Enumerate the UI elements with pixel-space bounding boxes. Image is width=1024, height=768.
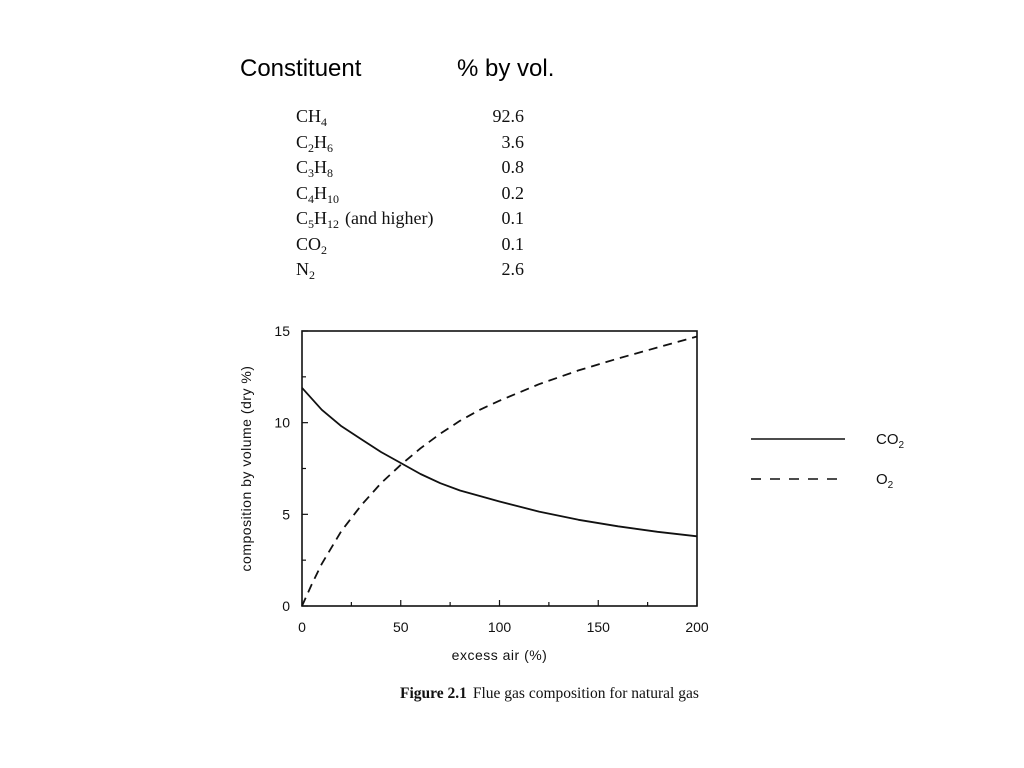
y-tick-label: 10 [274,415,290,431]
formula-element: C [296,157,309,177]
legend-label-text: O [876,471,888,488]
formula-subscript: 2 [321,242,328,257]
y-tick-label: 15 [274,323,290,339]
constituent-name: CO2 [296,232,327,258]
volume-value: 0.2 [501,182,525,203]
constituent-name: C3H8 [296,155,333,181]
volume-value: 0.8 [501,157,525,177]
constituent-name: C2H6 [296,130,333,156]
formula-subscript: 8 [327,166,334,180]
formula-element: C [296,131,309,152]
constituent-note: (and higher) [345,208,434,228]
table-row: N2 2.6 [296,257,536,283]
x-tick-label: 100 [488,619,512,635]
volume-value: 92.6 [492,106,525,126]
co2-legend-label: CO2 [876,431,905,451]
volume-value: 0.1 [501,208,525,228]
table-row: CO2 0.1 [296,232,536,258]
x-tick-label: 50 [393,619,409,635]
volume-value: 3.6 [501,131,525,152]
constituent-name: C5H12 (and higher) [296,206,433,232]
formula-element: C [296,182,309,203]
y-tick-label: 0 [282,598,290,614]
formula-subscript: 3 [308,166,315,180]
table-row: C3H8 0.8 [296,155,536,181]
formula-subscript: 4 [308,191,315,206]
x-tick-label: 150 [587,619,611,635]
constituent-name: CH4 [296,104,327,130]
x-tick-label: 0 [298,619,306,635]
volume-percent-header: % by vol. [457,55,555,82]
figure-number: Figure 2.1 [400,685,467,702]
y-tick-label: 5 [282,506,290,522]
formula-subscript: 5 [308,217,315,231]
formula-element: C [296,208,309,228]
x-tick-label: 200 [685,619,709,635]
co2-line [301,387,698,538]
x-axis-label: excess air (%) [452,647,548,663]
formula-element: H [314,131,328,152]
formula-element: H [314,182,328,203]
o2-line [301,335,698,607]
y-axis-label: composition by volume (dry %) [238,366,254,572]
constituent-name: N2 [296,257,315,283]
o2-legend-label: O2 [876,471,894,491]
constituent-header: Constituent [240,55,362,82]
composition-table: CH4 92.6 C2H6 3.6 C3H8 0.8 C4H10 0.2 C5H12 (and h… [296,104,536,283]
figure-caption: Figure 2.1 Flue gas composition for natur… [400,683,699,705]
volume-value: 2.6 [501,259,525,279]
formula-subscript: 4 [321,115,328,129]
figure-caption-text: Flue gas composition for natural gas [472,685,699,702]
table-row: C5H12 (and higher) 0.1 [296,206,536,232]
formula-subscript: 10 [327,191,340,206]
legend-label-subscript: 2 [888,480,894,491]
formula-subscript: 12 [327,217,340,231]
formula-element: CO [296,233,322,254]
volume-value: 0.1 [501,233,525,254]
formula-element: H [314,208,328,228]
legend-label-text: CO [876,431,899,448]
formula-element: H [308,106,322,126]
formula-subscript: 2 [309,268,315,282]
legend-label-subscript: 2 [899,440,905,451]
formula-element: C [296,106,309,126]
table-row: C2H6 3.6 [296,130,536,156]
formula-subscript: 6 [327,140,334,155]
table-row: C4H10 0.2 [296,181,536,207]
plot-frame [301,330,698,607]
table-row: CH4 92.6 [296,104,536,130]
formula-element: N [296,259,309,279]
constituent-name: C4H10 [296,181,339,207]
formula-element: H [314,157,328,177]
formula-subscript: 2 [308,140,315,155]
